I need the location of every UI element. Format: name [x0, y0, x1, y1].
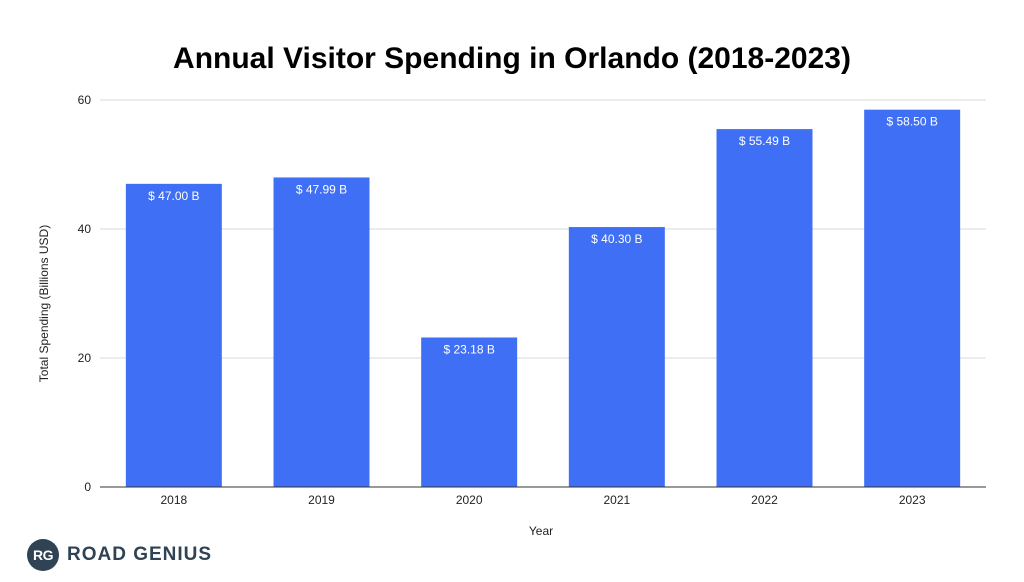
x-tick-label: 2021	[603, 493, 630, 507]
bar-data-label: $ 55.49 B	[739, 134, 790, 148]
bar-data-label: $ 47.99 B	[296, 182, 347, 196]
bar	[125, 183, 222, 487]
x-tick-label: 2020	[456, 493, 483, 507]
bar	[568, 227, 665, 487]
bar	[716, 129, 813, 488]
bar-data-label: $ 23.18 B	[443, 342, 494, 356]
y-tick-label: 60	[78, 93, 92, 107]
x-tick-label: 2018	[160, 493, 187, 507]
logo-badge: RG	[27, 539, 59, 571]
logo-text: ROAD GENIUS	[67, 544, 213, 565]
y-tick-label: 40	[78, 222, 92, 236]
bar	[864, 109, 961, 488]
chart-title: Annual Visitor Spending in Orlando (2018…	[173, 42, 851, 75]
bar-data-label: $ 40.30 B	[591, 232, 642, 246]
bar	[421, 337, 518, 487]
x-tick-label: 2019	[308, 493, 335, 507]
road-genius-logo: RG ROAD GENIUS	[27, 538, 212, 572]
bar	[273, 177, 370, 488]
x-axis-title: Year	[529, 524, 553, 538]
y-axis-title: Total Spending (Billions USD)	[37, 225, 51, 382]
y-tick-label: 0	[84, 480, 91, 494]
x-tick-label: 2023	[899, 493, 926, 507]
x-tick-label: 2022	[751, 493, 778, 507]
y-tick-label: 20	[78, 351, 92, 365]
bar-data-label: $ 47.00 B	[148, 189, 199, 203]
bar-data-label: $ 58.50 B	[886, 115, 937, 129]
